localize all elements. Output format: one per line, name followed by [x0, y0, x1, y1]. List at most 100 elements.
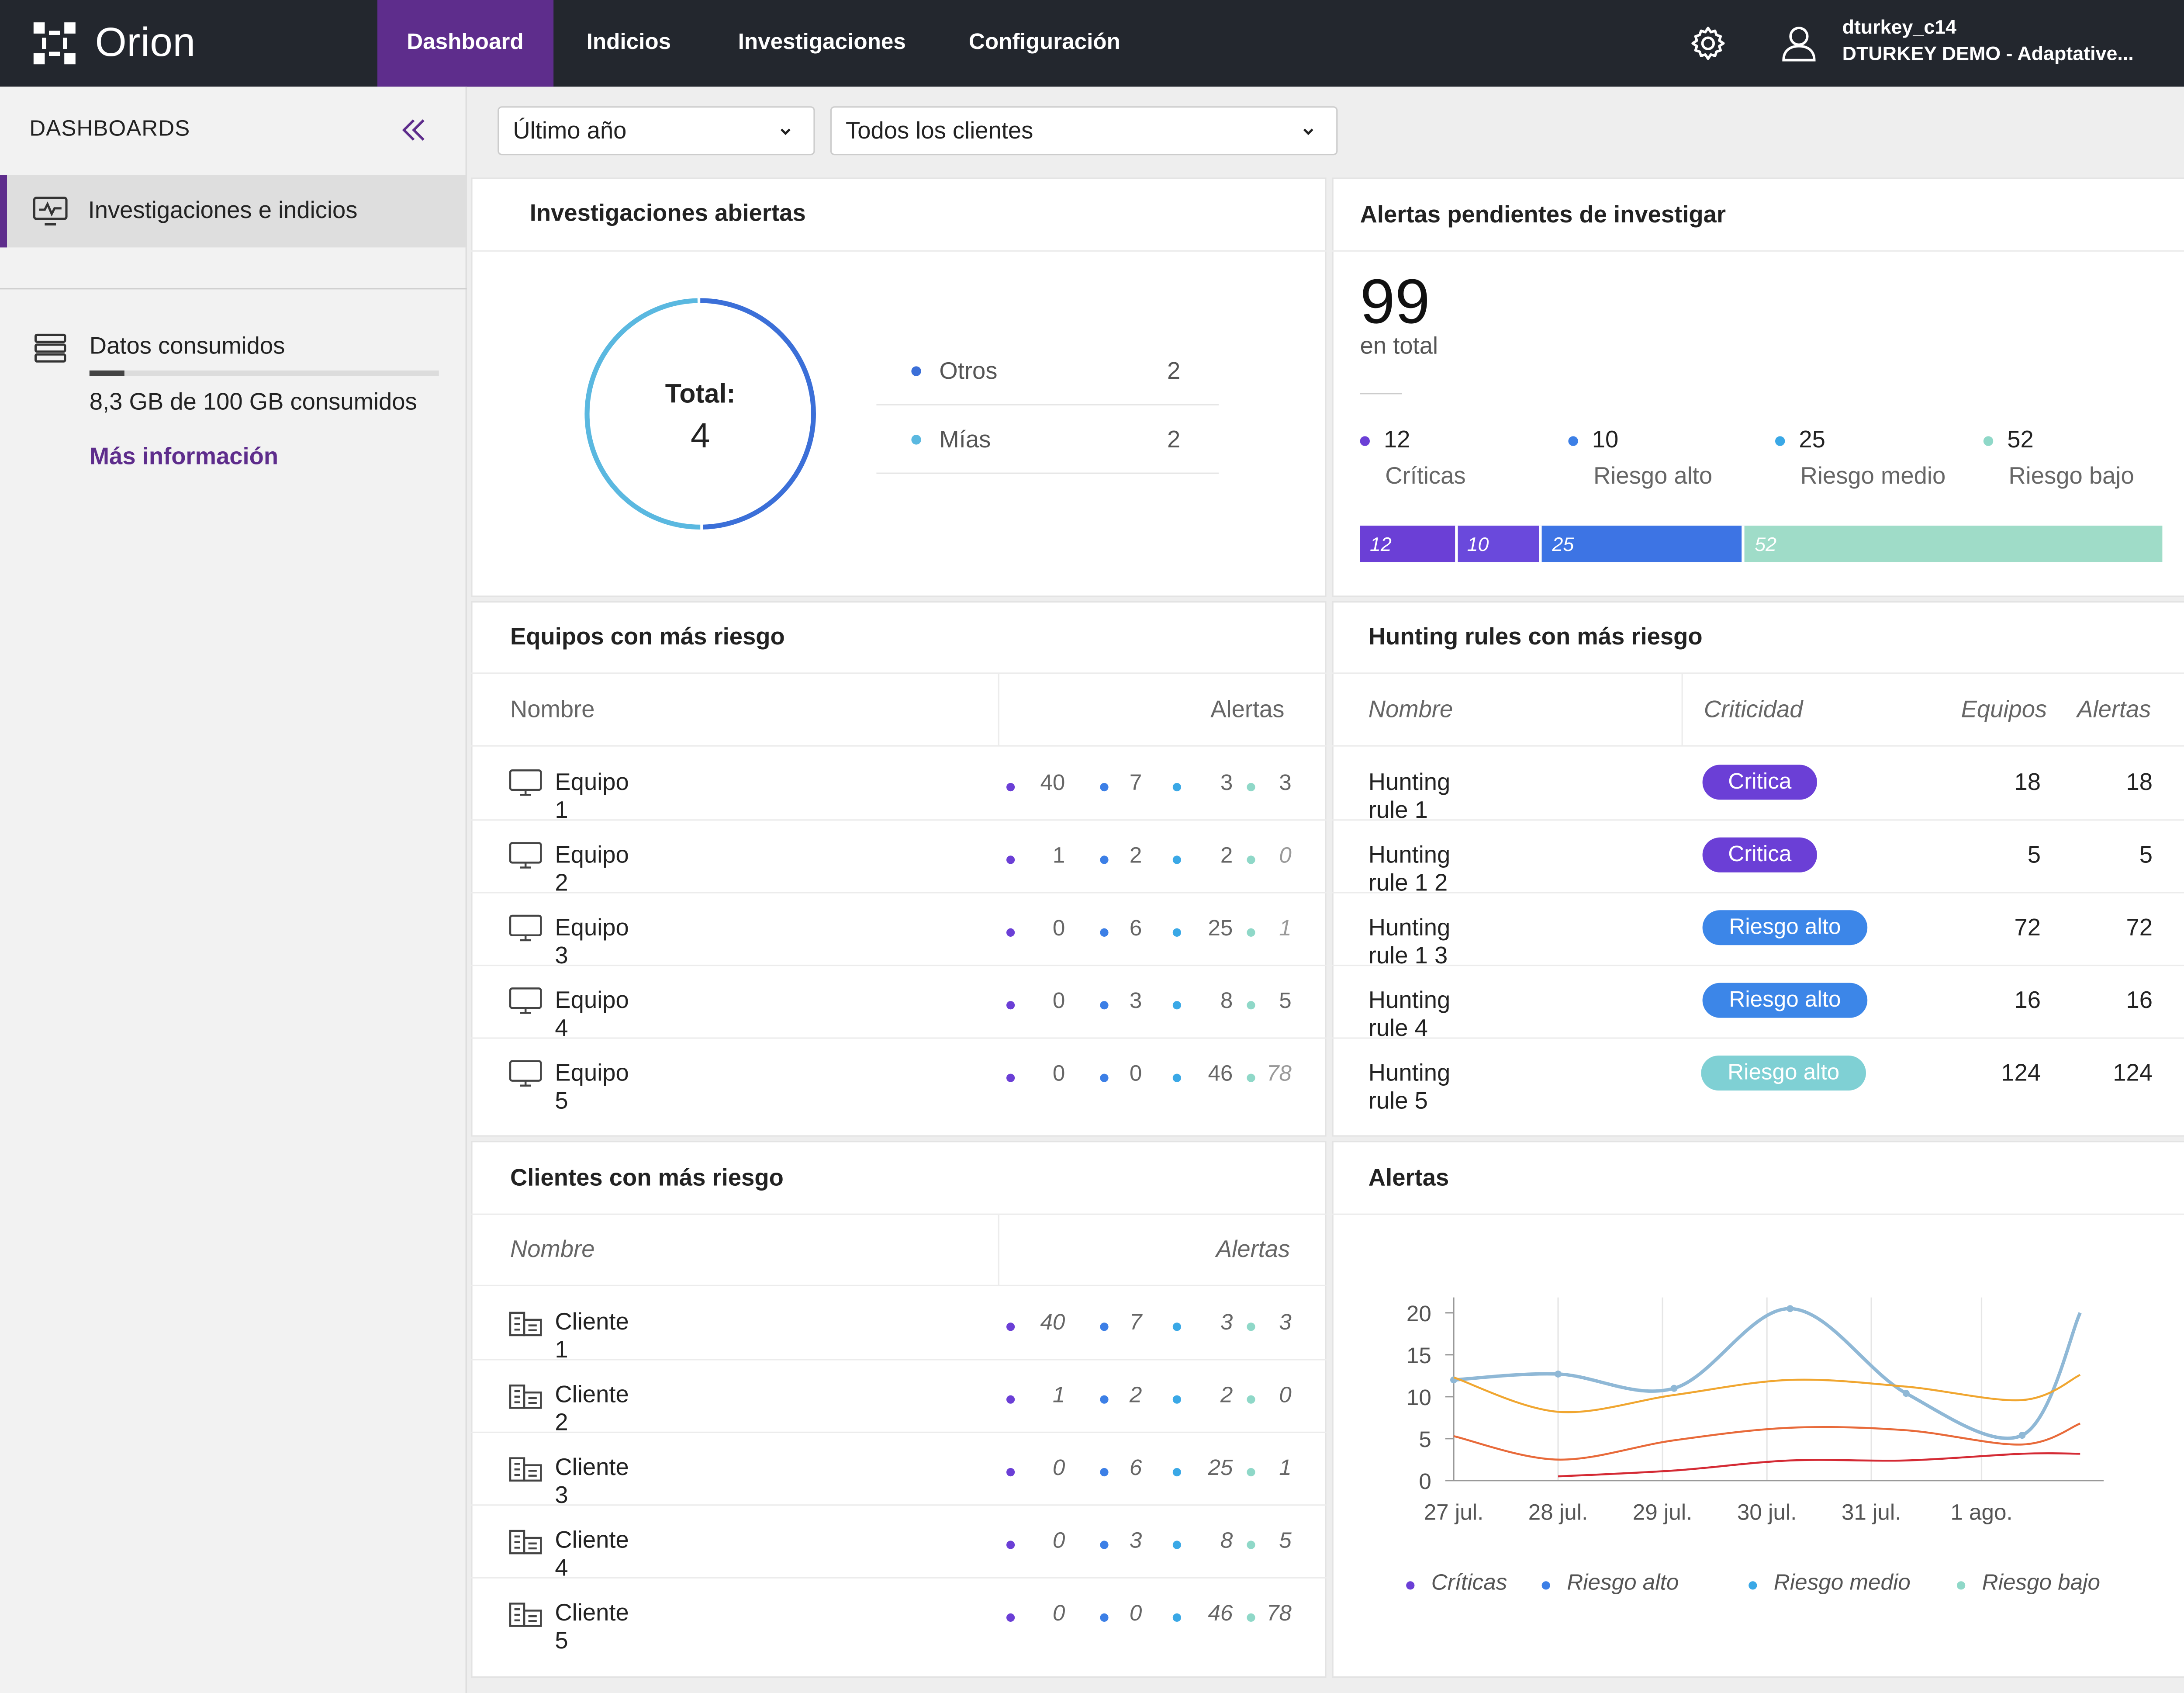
column-header-nombre[interactable]: Nombre	[510, 696, 595, 723]
severity-riesgo-bajo: 52 Riesgo bajo	[1983, 426, 2134, 491]
column-header-equipos[interactable]: Equipos	[1961, 696, 2047, 723]
stacked-segment-riesgo-alto: 10	[1457, 526, 1542, 562]
sidebar-divider	[0, 288, 467, 290]
severity-label: Riesgo alto	[1593, 463, 1713, 489]
hunting-rule-name: Hunting rule 1 2	[1368, 841, 1451, 897]
severity-dot	[1100, 1541, 1109, 1549]
x-tick-label: 28 jul.	[1528, 1499, 1588, 1524]
risky-clients-title: Clientes con más riesgo	[510, 1164, 784, 1191]
series-line-1	[1453, 1374, 2081, 1413]
sidebar: DASHBOARDS Investigaciones e indicios	[0, 87, 467, 1693]
data-usage-text: 8,3 GB de 100 GB consumidos	[89, 388, 417, 415]
series-point	[1670, 1385, 1678, 1392]
severity-value: 25	[1799, 426, 1825, 453]
series-line-2	[1453, 1423, 2081, 1461]
legend-value: 2	[1167, 358, 1181, 384]
column-header-criticidad[interactable]: Criticidad	[1704, 696, 1803, 723]
legend-dot	[1957, 1581, 1966, 1590]
column-header-alertas[interactable]: Alertas	[1210, 696, 1285, 723]
alert-count-m: 3	[1220, 1311, 1233, 1335]
hunting-rule-name: Hunting rule 5	[1368, 1059, 1451, 1115]
alert-count: 5	[2139, 841, 2153, 869]
alert-count-h: 7	[1129, 772, 1142, 796]
severity-dot	[1006, 783, 1015, 792]
alerts-line-chart: 27 jul. 28 jul. 29 jul. 30 jul. 31 jul. 1 ago…	[1406, 1297, 2104, 1524]
severity-dot	[1100, 1323, 1109, 1331]
risky-devices-title: Equipos con más riesgo	[510, 623, 785, 650]
stacked-segment-criticas: 12	[1360, 526, 1458, 562]
alert-count-l: 5	[1279, 990, 1292, 1014]
legend-label: Otros	[939, 358, 998, 384]
column-header-alertas[interactable]: Alertas	[2077, 696, 2151, 723]
x-tick-label: 1 ago.	[1950, 1499, 2012, 1524]
alert-count-m: 25	[1208, 1457, 1233, 1481]
alerts-chart-card	[1332, 1141, 2184, 1678]
y-tick-label: 15	[1406, 1343, 1431, 1368]
severity-dot	[1100, 1468, 1109, 1477]
client-name: Cliente 4	[555, 1527, 629, 1582]
data-usage-bar	[89, 370, 439, 376]
column-header-alertas[interactable]: Alertas	[1216, 1236, 1290, 1263]
alert-count-m: 2	[1220, 844, 1233, 869]
alert-count-l: 78	[1266, 1602, 1292, 1626]
alert-count-h: 7	[1129, 1311, 1142, 1335]
alert-count-l: 1	[1279, 917, 1292, 941]
row-separator	[471, 1577, 1327, 1579]
alert-count-m: 8	[1220, 1529, 1233, 1554]
user-icon[interactable]	[1778, 22, 1820, 64]
alert-count-h: 3	[1129, 990, 1142, 1014]
severity-dot	[1172, 1541, 1181, 1549]
settings-gear-icon[interactable]	[1689, 24, 1728, 63]
severity-dot	[1247, 1323, 1255, 1331]
nav-indicios[interactable]: Indicios	[586, 31, 671, 55]
row-separator	[471, 1037, 1327, 1039]
row-separator	[471, 745, 1327, 747]
severity-dot	[1006, 1468, 1015, 1477]
device-count: 72	[2014, 914, 2041, 941]
card-separator	[471, 672, 1327, 674]
alert-count-m: 8	[1220, 990, 1233, 1014]
severity-dot	[1247, 855, 1255, 864]
column-divider	[998, 674, 999, 745]
alert-count-l: 0	[1279, 844, 1292, 869]
nav-configuracion[interactable]: Configuración	[968, 31, 1120, 55]
building-icon	[509, 1312, 542, 1336]
severity-riesgo-medio: 25 Riesgo medio	[1775, 426, 1946, 491]
device-count: 5	[2027, 841, 2041, 869]
risky-devices-card	[471, 601, 1327, 1137]
open-investigations-title: Investigaciones abiertas	[529, 200, 806, 227]
logo[interactable]: Orion	[33, 20, 196, 67]
period-select[interactable]: Último año	[498, 106, 815, 156]
collapse-sidebar-icon[interactable]	[398, 114, 429, 145]
severity-dot	[1172, 1001, 1181, 1010]
hunting-rule-name: Hunting rule 4	[1368, 987, 1451, 1042]
severity-riesgo-alto: 10 Riesgo alto	[1568, 426, 1712, 491]
alert-count-h: 6	[1129, 917, 1142, 941]
nav-dashboard[interactable]: Dashboard	[377, 0, 553, 87]
chevron-down-icon	[780, 128, 791, 135]
row-separator	[1332, 819, 2184, 821]
device-name: Equipo 2	[555, 841, 629, 897]
severity-label: Riesgo bajo	[2008, 463, 2134, 489]
alert-count-l: 1	[1279, 1457, 1292, 1481]
client-select[interactable]: Todos los clientes	[830, 106, 1338, 156]
severity-dot	[1247, 1073, 1255, 1082]
severity-dot	[1247, 1613, 1255, 1622]
legend-value: 2	[1167, 426, 1181, 453]
user-menu[interactable]: dturkey_c14 DTURKEY DEMO - Adaptative...	[1842, 15, 2134, 64]
investigations-donut	[584, 298, 816, 530]
row-separator	[471, 1359, 1327, 1361]
column-header-nombre[interactable]: Nombre	[510, 1236, 595, 1263]
sidebar-item-investigaciones-indicios[interactable]: Investigaciones e indicios	[0, 175, 467, 248]
building-icon	[509, 1530, 542, 1555]
alert-count-h: 0	[1129, 1063, 1142, 1087]
severity-dot	[1006, 855, 1015, 864]
column-header-nombre[interactable]: Nombre	[1368, 696, 1453, 723]
more-info-link[interactable]: Más información	[89, 443, 279, 470]
client-name: Cliente 3	[555, 1454, 629, 1509]
nav-investigaciones[interactable]: Investigaciones	[738, 31, 906, 55]
chevron-down-icon	[1303, 128, 1313, 135]
alert-count-m: 3	[1220, 772, 1233, 796]
severity-dot	[1172, 1395, 1181, 1404]
alert-count-l: 5	[1279, 1529, 1292, 1554]
